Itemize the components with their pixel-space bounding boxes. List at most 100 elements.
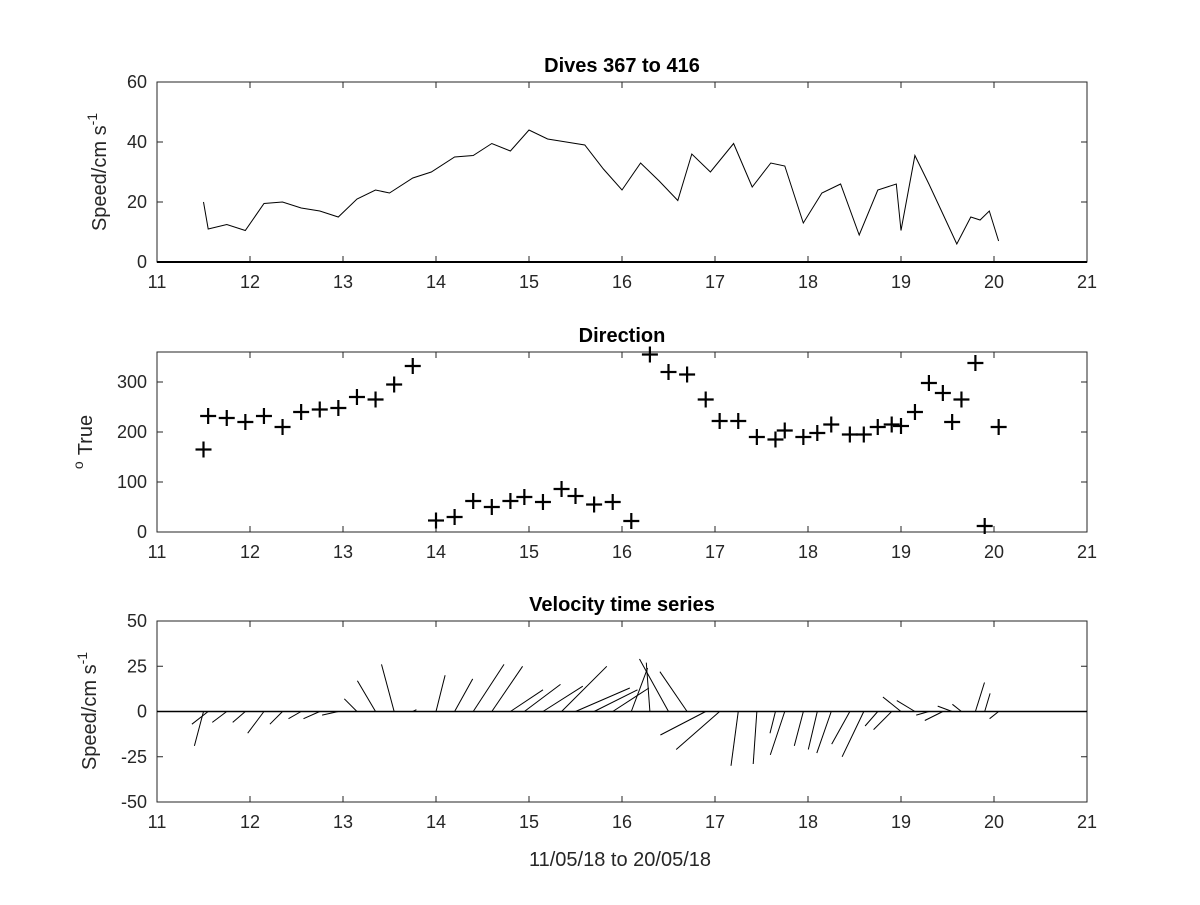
- speed-panel: Dives 367 to 416 11 12 13 14 15 16 17 18 19 20 21 0…: [84, 55, 1097, 292]
- speed-series-line: [203, 129, 1000, 246]
- direction-point: [367, 391, 384, 408]
- velocity-x-tick-label: 21: [1077, 812, 1097, 832]
- direction-point: [697, 391, 714, 408]
- velocity-stick: [916, 711, 930, 716]
- direction-marks: [195, 346, 1007, 534]
- direction-point: [883, 416, 900, 433]
- direction-point: [330, 400, 347, 416]
- velocity-x-tick-label: 11: [148, 812, 167, 832]
- velocity-stick: [882, 696, 902, 712]
- direction-point: [404, 358, 421, 374]
- velocity-stick: [807, 711, 818, 750]
- velocity-stick: [575, 687, 630, 712]
- velocity-stick: [873, 711, 893, 730]
- velocity-stick: [193, 711, 204, 747]
- speed-x-tick-label: 20: [984, 272, 1004, 292]
- speed-y-tick-label: 0: [137, 252, 147, 272]
- velocity-stick: [659, 671, 688, 712]
- velocity-stick: [612, 687, 650, 712]
- velocity-stick: [211, 711, 228, 723]
- direction-point: [679, 366, 696, 383]
- direction-x-tick-label: 17: [705, 542, 725, 562]
- velocity-stick: [660, 711, 706, 736]
- direction-point: [428, 512, 444, 529]
- velocity-y-tick-label: -25: [121, 747, 147, 767]
- speed-x-tick-label: 14: [426, 272, 446, 292]
- speed-x-tick-label: 21: [1077, 272, 1097, 292]
- direction-y-tick-label: 0: [137, 522, 147, 542]
- velocity-stick: [356, 680, 376, 712]
- speed-marks: [157, 129, 1087, 263]
- speed-x-tick-label: 13: [333, 272, 353, 292]
- direction-point: [237, 414, 254, 430]
- direction-point: [195, 441, 212, 458]
- direction-point: [953, 391, 970, 408]
- speed-y-tick-label: 20: [127, 192, 147, 212]
- direction-point: [869, 419, 886, 435]
- speed-x-tick-label: 17: [705, 272, 725, 292]
- velocity-stick: [924, 711, 944, 721]
- direction-x-tick-label: 16: [612, 542, 632, 562]
- direction-point: [776, 422, 793, 439]
- direction-x-tick-label: 20: [984, 542, 1004, 562]
- velocity-stick: [435, 675, 446, 712]
- direction-point: [446, 509, 463, 525]
- direction-point: [502, 493, 519, 509]
- direction-point: [823, 416, 840, 433]
- velocity-y-tick-label: 50: [127, 611, 147, 631]
- direction-point: [711, 413, 728, 429]
- direction-point: [893, 418, 909, 434]
- velocity-stick: [343, 698, 358, 712]
- velocity-stick: [491, 666, 524, 712]
- direction-point: [767, 431, 784, 448]
- direction-point: [255, 408, 272, 424]
- speed-x-tick-label: 15: [519, 272, 539, 292]
- velocity-stick: [989, 711, 999, 720]
- velocity-stick: [630, 667, 649, 712]
- direction-y-axis-label: oTrue: [70, 415, 97, 469]
- speed-y-tick-label: 40: [127, 132, 147, 152]
- direction-point: [386, 376, 403, 393]
- direction-point: [465, 493, 482, 509]
- direction-point: [795, 429, 812, 445]
- velocity-stick: [984, 693, 991, 712]
- direction-x-tick-label: 14: [426, 542, 446, 562]
- speed-x-tick-label: 19: [891, 272, 911, 292]
- velocity-stick: [593, 689, 638, 712]
- direction-point: [200, 408, 217, 424]
- velocity-stick: [645, 662, 651, 712]
- velocity-stick: [561, 665, 608, 712]
- direction-point: [748, 429, 765, 445]
- velocity-x-tick-label: 15: [519, 812, 539, 832]
- direction-point: [730, 413, 747, 429]
- velocity-stick: [793, 711, 804, 747]
- velocity-stick: [816, 711, 832, 754]
- velocity-x-tick-label: 18: [798, 812, 818, 832]
- velocity-stick: [974, 682, 985, 712]
- direction-point: [604, 494, 621, 510]
- velocity-x-tick-label: 13: [333, 812, 353, 832]
- velocity-chart-title: Velocity time series: [529, 594, 715, 616]
- velocity-stick: [412, 709, 417, 712]
- direction-x-tick-label: 21: [1077, 542, 1097, 562]
- velocity-stick: [730, 711, 739, 766]
- velocity-stick: [896, 700, 916, 712]
- velocity-stick: [841, 711, 865, 758]
- speed-chart-title: Dives 367 to 416: [544, 55, 700, 77]
- velocity-stick: [288, 711, 302, 720]
- velocity-stick: [321, 711, 339, 716]
- speed-x-tick-label: 18: [798, 272, 818, 292]
- direction-point: [293, 404, 310, 420]
- velocity-stick: [524, 683, 561, 712]
- velocity-stick: [232, 711, 246, 723]
- velocity-x-tick-label: 12: [240, 812, 260, 832]
- velocity-stick: [864, 711, 879, 727]
- velocity-stick: [769, 711, 776, 734]
- velocity-y-axis-label: Speed/cm s-1: [74, 652, 101, 770]
- direction-x-tick-label: 11: [148, 542, 167, 562]
- direction-x-tick-label: 18: [798, 542, 818, 562]
- velocity-stick: [247, 711, 265, 734]
- direction-point: [586, 496, 603, 513]
- direction-point: [920, 375, 937, 391]
